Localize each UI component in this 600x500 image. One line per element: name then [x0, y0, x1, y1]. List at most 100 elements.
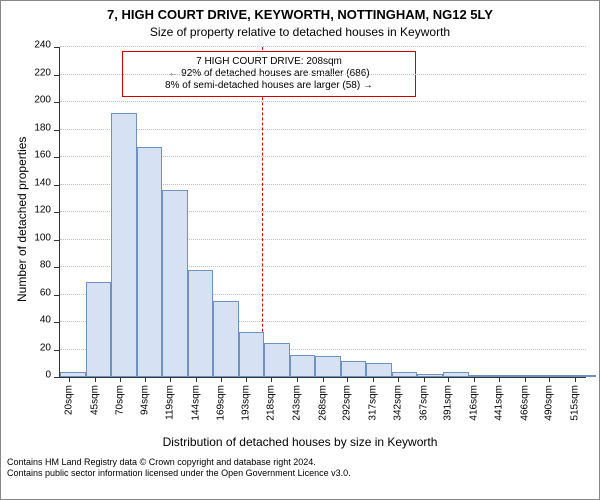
histogram-bar	[443, 372, 469, 378]
gridline	[60, 129, 586, 130]
histogram-bar	[137, 147, 163, 377]
y-tick-mark	[54, 130, 59, 131]
y-tick-label: 0	[1, 370, 51, 381]
x-tick-label: 441sqm	[494, 385, 505, 421]
footnote-line2: Contains public sector information licen…	[7, 468, 351, 479]
y-tick-label: 40	[1, 315, 51, 326]
y-tick-mark	[54, 267, 59, 268]
histogram-bar	[162, 190, 188, 377]
x-tick-mark	[448, 377, 449, 382]
y-tick-label: 180	[1, 122, 51, 133]
histogram-bar	[264, 343, 290, 377]
y-tick-mark	[54, 377, 59, 378]
chart-title-line1: 7, HIGH COURT DRIVE, KEYWORTH, NOTTINGHA…	[1, 7, 599, 22]
histogram-bar	[188, 270, 214, 377]
x-tick-mark	[170, 377, 171, 382]
x-tick-mark	[271, 377, 272, 382]
footnote: Contains HM Land Registry data © Crown c…	[7, 457, 351, 479]
x-tick-label: 94sqm	[139, 385, 150, 415]
y-tick-mark	[54, 157, 59, 158]
y-tick-label: 100	[1, 232, 51, 243]
x-tick-mark	[474, 377, 475, 382]
y-tick-label: 20	[1, 342, 51, 353]
footnote-line1: Contains HM Land Registry data © Crown c…	[7, 457, 351, 468]
y-tick-label: 140	[1, 177, 51, 188]
histogram-chart: 7, HIGH COURT DRIVE, KEYWORTH, NOTTINGHA…	[0, 0, 600, 500]
y-axis-label: Number of detached properties	[15, 137, 29, 302]
x-tick-label: 317sqm	[367, 385, 378, 421]
y-tick-mark	[54, 185, 59, 186]
histogram-bar	[111, 113, 137, 377]
x-tick-label: 416sqm	[468, 385, 479, 421]
histogram-bar	[60, 372, 86, 378]
y-tick-label: 120	[1, 205, 51, 216]
annotation-line1: 7 HIGH COURT DRIVE: 208sqm	[129, 56, 409, 68]
histogram-bar	[239, 332, 265, 377]
y-tick-label: 60	[1, 287, 51, 298]
histogram-bar	[213, 301, 239, 377]
y-tick-label: 80	[1, 260, 51, 271]
y-tick-mark	[54, 212, 59, 213]
histogram-bar	[86, 282, 112, 377]
x-tick-mark	[575, 377, 576, 382]
x-axis-label: Distribution of detached houses by size …	[1, 435, 599, 449]
histogram-bar	[315, 356, 341, 377]
gridline	[60, 46, 586, 47]
y-tick-mark	[54, 102, 59, 103]
x-tick-mark	[246, 377, 247, 382]
histogram-bar	[290, 355, 316, 377]
x-tick-mark	[221, 377, 222, 382]
x-tick-mark	[347, 377, 348, 382]
y-tick-mark	[54, 47, 59, 48]
y-tick-mark	[54, 75, 59, 76]
x-tick-label: 391sqm	[443, 385, 454, 421]
x-tick-label: 20sqm	[64, 385, 75, 415]
gridline	[60, 74, 586, 75]
y-tick-mark	[54, 350, 59, 351]
x-tick-label: 218sqm	[266, 385, 277, 421]
x-tick-label: 367sqm	[418, 385, 429, 421]
histogram-bar	[469, 375, 495, 377]
plot-area: 7 HIGH COURT DRIVE: 208sqm ← 92% of deta…	[59, 47, 586, 378]
x-tick-mark	[525, 377, 526, 382]
x-tick-label: 45sqm	[89, 385, 100, 415]
y-tick-label: 240	[1, 40, 51, 51]
x-tick-mark	[424, 377, 425, 382]
x-tick-mark	[95, 377, 96, 382]
y-tick-mark	[54, 240, 59, 241]
y-tick-label: 220	[1, 67, 51, 78]
x-tick-mark	[398, 377, 399, 382]
x-tick-mark	[499, 377, 500, 382]
x-tick-label: 268sqm	[317, 385, 328, 421]
y-tick-mark	[54, 322, 59, 323]
x-tick-mark	[549, 377, 550, 382]
x-tick-label: 169sqm	[216, 385, 227, 421]
histogram-bar	[341, 361, 367, 378]
x-tick-label: 70sqm	[115, 385, 126, 415]
histogram-bar	[520, 375, 546, 377]
x-tick-label: 490sqm	[544, 385, 555, 421]
y-tick-label: 200	[1, 95, 51, 106]
histogram-bar	[417, 374, 443, 377]
x-tick-label: 515sqm	[569, 385, 580, 421]
x-tick-label: 243sqm	[291, 385, 302, 421]
chart-title-line2: Size of property relative to detached ho…	[1, 25, 599, 39]
x-tick-mark	[373, 377, 374, 382]
x-tick-mark	[323, 377, 324, 382]
y-tick-label: 160	[1, 150, 51, 161]
x-tick-label: 119sqm	[165, 385, 176, 420]
annotation-line3: 8% of semi-detached houses are larger (5…	[129, 80, 409, 92]
x-tick-mark	[297, 377, 298, 382]
x-tick-label: 342sqm	[393, 385, 404, 421]
x-tick-mark	[145, 377, 146, 382]
histogram-bar	[494, 375, 520, 377]
histogram-bar	[366, 363, 392, 377]
x-tick-label: 466sqm	[519, 385, 530, 421]
histogram-bar	[392, 372, 418, 378]
gridline	[60, 101, 586, 102]
x-tick-label: 144sqm	[190, 385, 201, 421]
x-tick-mark	[69, 377, 70, 382]
x-tick-mark	[120, 377, 121, 382]
y-tick-mark	[54, 295, 59, 296]
x-tick-label: 292sqm	[342, 385, 353, 421]
